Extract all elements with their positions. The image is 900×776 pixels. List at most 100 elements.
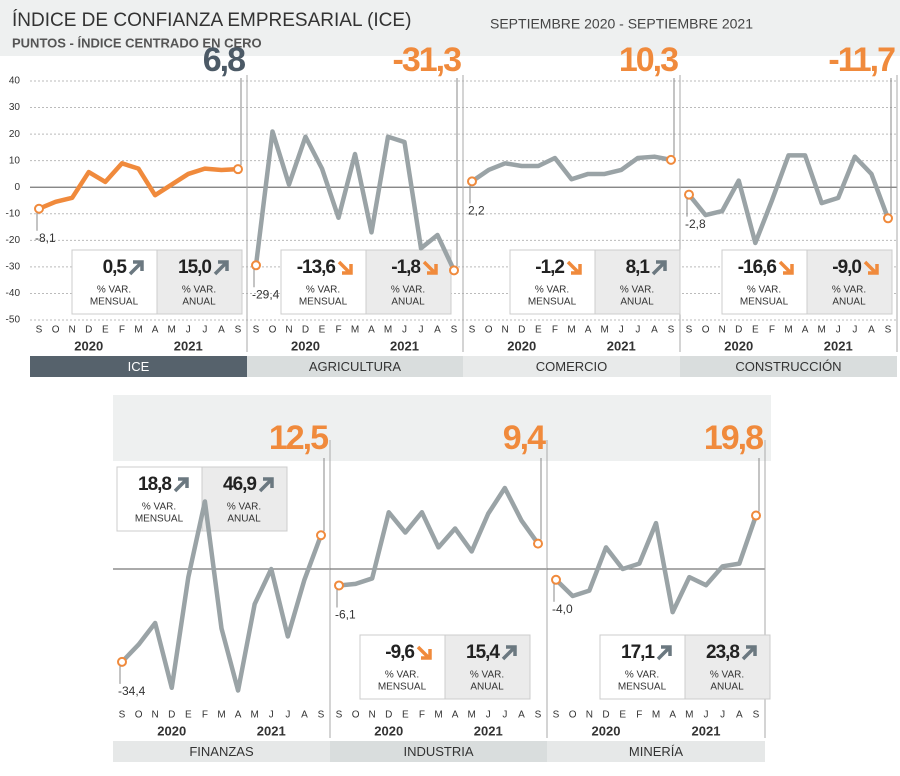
stat-label: MENSUAL: [618, 682, 667, 693]
x-tick-label: N: [719, 325, 726, 336]
x-tick-label: E: [619, 710, 626, 721]
stat-label: MENSUAL: [740, 297, 789, 308]
end-point: [533, 538, 543, 549]
panel-name-bar: [463, 356, 680, 377]
y-tick-label: 20: [9, 129, 21, 140]
stat-value: 17,1: [621, 642, 655, 663]
last-value-label: 12,5: [269, 419, 328, 457]
end-point: [467, 176, 477, 187]
stat-label: ANUAL: [470, 682, 504, 693]
subtitle: PUNTOS - ÍNDICE CENTRADO EN CERO: [12, 35, 262, 50]
header-band: [0, 0, 900, 56]
stat-label: % VAR.: [306, 285, 340, 296]
stat-label: MENSUAL: [528, 297, 577, 308]
stat-label: ANUAL: [391, 297, 425, 308]
x-tick-label: S: [553, 710, 560, 721]
x-tick-label: S: [686, 325, 693, 336]
stat-label: MENSUAL: [90, 297, 139, 308]
x-tick-label: N: [369, 710, 376, 721]
last-value-label: -11,7: [828, 41, 895, 79]
x-tick-label: J: [704, 710, 709, 721]
stat-value: 18,8: [138, 474, 171, 495]
x-tick-label: M: [600, 325, 608, 336]
x-tick-label: E: [752, 325, 759, 336]
end-point: [883, 213, 893, 224]
x-tick-label: A: [802, 325, 809, 336]
x-tick-label: E: [402, 710, 409, 721]
stat-box: [806, 249, 893, 315]
year-label: 2021: [692, 723, 721, 738]
x-tick-label: M: [467, 710, 475, 721]
stat-label: ANUAL: [182, 297, 216, 308]
x-tick-label: J: [720, 710, 725, 721]
y-tick-label: -30: [6, 262, 21, 273]
series-line: [554, 514, 759, 615]
stat-value: -9,6: [385, 642, 414, 663]
x-tick-label: J: [285, 710, 290, 721]
stat-label: % VAR.: [710, 670, 744, 681]
end-point: [551, 574, 561, 585]
x-tick-label: S: [469, 325, 476, 336]
x-tick-label: J: [486, 710, 491, 721]
stat-value: 23,8: [706, 642, 739, 663]
trend-arrow: [213, 260, 229, 276]
x-tick-label: O: [485, 325, 493, 336]
trend-arrow: [651, 260, 667, 276]
panel-name: AGRICULTURA: [309, 359, 402, 374]
stat-value: -1,2: [535, 257, 564, 278]
panel-name: INDUSTRIA: [403, 744, 473, 759]
x-tick-label: E: [185, 710, 192, 721]
last-value-label: 6,8: [203, 41, 245, 79]
last-value-label: 10,3: [619, 41, 678, 79]
y-tick-label: -20: [6, 235, 21, 246]
stat-label: % VAR.: [182, 285, 216, 296]
stat-label: ANUAL: [710, 682, 744, 693]
x-tick-label: S: [235, 325, 242, 336]
stat-label: % VAR.: [625, 670, 659, 681]
x-tick-label: N: [285, 325, 292, 336]
stat-box: [509, 249, 596, 315]
stat-label: % VAR.: [142, 502, 176, 513]
x-tick-label: N: [502, 325, 509, 336]
panel-name: CONSTRUCCIÓN: [735, 359, 841, 374]
x-tick-label: A: [868, 325, 875, 336]
end-point: [334, 580, 344, 591]
x-tick-label: N: [69, 325, 76, 336]
end-point: [316, 530, 326, 541]
x-tick-label: O: [569, 710, 577, 721]
stat-box: [684, 634, 771, 700]
x-tick-label: D: [85, 325, 92, 336]
year-label: 2021: [390, 338, 419, 353]
last-value-label: 9,4: [503, 419, 546, 457]
stat-label: % VAR.: [470, 670, 504, 681]
stat-value: -13,6: [297, 257, 336, 278]
stat-value: -9,0: [832, 257, 861, 278]
x-tick-label: J: [852, 325, 857, 336]
x-tick-label: S: [668, 325, 675, 336]
x-tick-label: O: [269, 325, 277, 336]
stat-label: % VAR.: [97, 285, 131, 296]
x-tick-label: J: [502, 710, 507, 721]
series-line: [338, 485, 540, 588]
x-tick-label: M: [685, 710, 693, 721]
year-label: 2020: [157, 723, 186, 738]
year-label: 2020: [291, 338, 320, 353]
x-tick-label: F: [335, 325, 341, 336]
x-tick-label: F: [419, 710, 425, 721]
x-tick-label: O: [135, 710, 143, 721]
stat-label: ANUAL: [227, 514, 261, 525]
header-band: [113, 395, 771, 461]
first-value-label: -2,8: [685, 217, 706, 231]
stat-value: 46,9: [223, 474, 256, 495]
end-point: [684, 189, 694, 200]
trend-arrow: [258, 477, 274, 493]
year-label: 2021: [824, 338, 853, 353]
y-tick-label: 0: [14, 182, 20, 193]
stat-label: % VAR.: [620, 285, 654, 296]
x-tick-label: S: [119, 710, 126, 721]
last-value-label: -31,3: [393, 41, 462, 79]
x-tick-label: D: [518, 325, 525, 336]
x-tick-label: S: [36, 325, 43, 336]
x-tick-label: M: [817, 325, 825, 336]
